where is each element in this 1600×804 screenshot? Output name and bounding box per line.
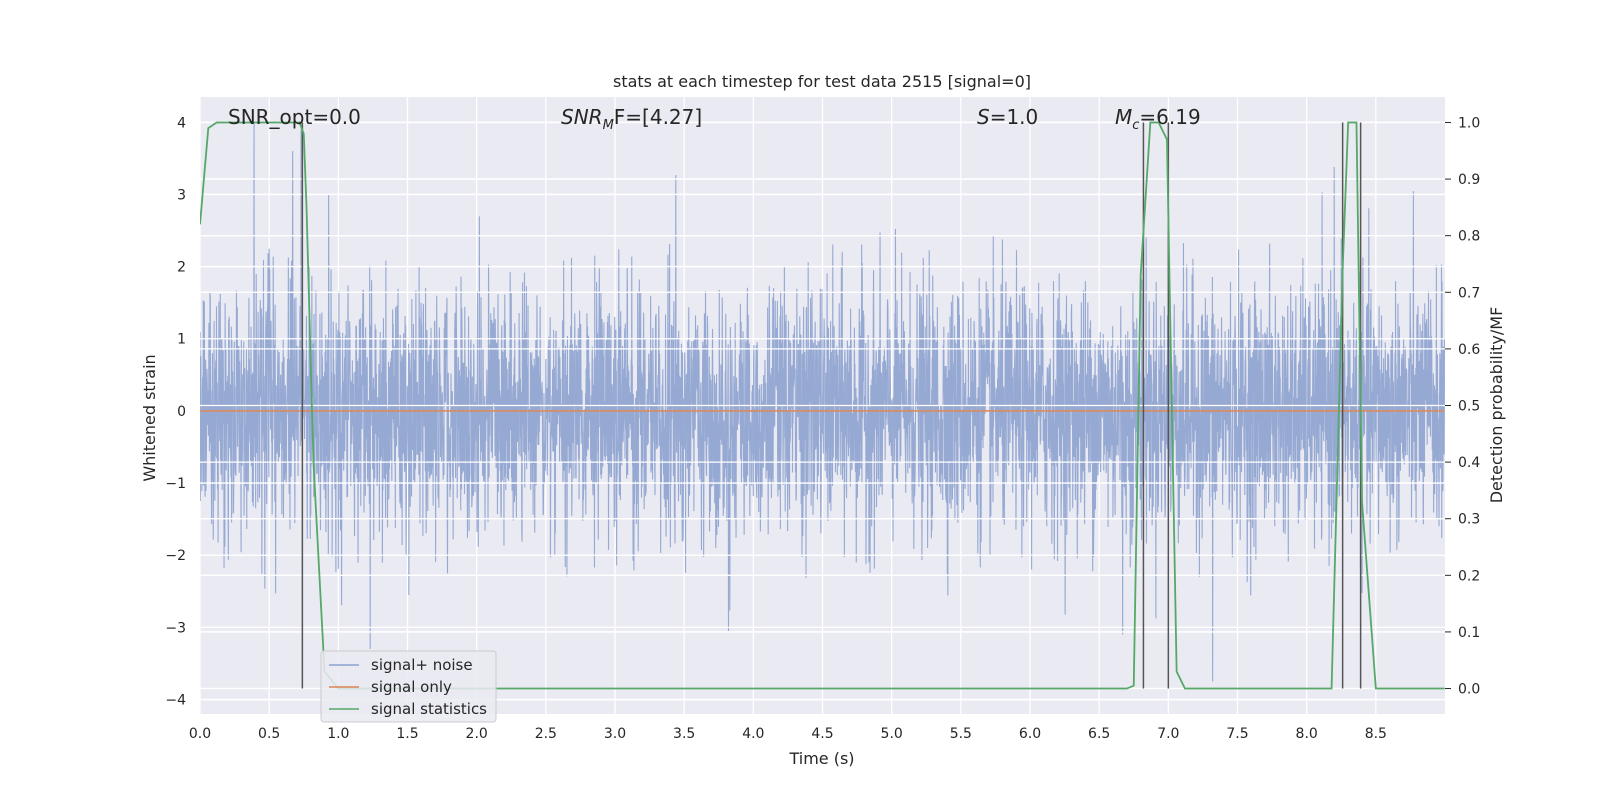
y-tick-label: 2	[177, 260, 186, 276]
y-tick-right-label: 0.0	[1458, 682, 1480, 698]
y-ticks: −4 −3 −2 −1 0 1 2 3 4	[165, 115, 186, 708]
y-tick-right-label: 0.4	[1458, 455, 1480, 471]
y-tick-right-label: 0.6	[1458, 342, 1480, 358]
x-tick-label: 8.5	[1365, 726, 1387, 742]
x-axis-label: Time (s)	[788, 749, 854, 768]
x-tick-label: 5.5	[950, 726, 972, 742]
y-tick-right-label: 0.3	[1458, 512, 1480, 528]
y-tick-right-label: 0.1	[1458, 625, 1480, 641]
legend-label-signal-noise: signal+ noise	[371, 656, 473, 674]
chart-title: stats at each timestep for test data 251…	[613, 72, 1031, 91]
y-tick-label: 3	[177, 187, 186, 203]
x-tick-label: 6.0	[1019, 726, 1041, 742]
x-ticks: 0.0 0.5 1.0 1.5 2.0 2.5 3.0 3.5 4.0 4.5 5.0 5.5 6.0 6…	[189, 726, 1387, 742]
series-signal-noise	[200, 123, 1445, 682]
y-tick-label: 0	[177, 404, 186, 420]
x-tick-label: 0.5	[258, 726, 280, 742]
annotation-snr-mf: SNRMF=[4.27]	[561, 105, 702, 133]
annotation-snr-opt: SNR_opt=0.0	[228, 105, 361, 129]
y-tick-right-label: 0.2	[1458, 568, 1480, 584]
y-tick-label: −3	[165, 620, 186, 636]
legend-label-signal-only: signal only	[371, 678, 452, 696]
y-tick-label: −2	[165, 548, 186, 564]
x-tick-label: 7.0	[1157, 726, 1179, 742]
y-ticks-right: 0.0 0.1 0.2 0.3 0.4 0.5 0.6 0.7 0.8 0.9 1.0	[1445, 115, 1480, 698]
x-tick-label: 2.5	[535, 726, 557, 742]
signal-noise-line	[200, 123, 1445, 682]
grid-y-right-overlay	[200, 121, 1445, 690]
x-tick-label: 0.0	[189, 726, 211, 742]
y-axis-right-label: Detection probability/MF	[1487, 307, 1506, 504]
annotation-s: S=1.0	[977, 105, 1038, 129]
x-tick-label: 4.5	[811, 726, 833, 742]
x-tick-label: 8.0	[1296, 726, 1318, 742]
y-tick-right-label: 0.8	[1458, 229, 1480, 245]
y-tick-right-label: 0.9	[1458, 172, 1480, 188]
y-tick-right-label: 0.7	[1458, 285, 1480, 301]
x-tick-label: 3.5	[673, 726, 695, 742]
x-tick-label: 1.0	[327, 726, 349, 742]
y-tick-right-label: 1.0	[1458, 115, 1480, 131]
x-tick-label: 5.0	[881, 726, 903, 742]
legend-box	[320, 650, 497, 723]
x-tick-label: 4.0	[742, 726, 764, 742]
x-tick-label: 1.5	[396, 726, 418, 742]
y-tick-label: 1	[177, 332, 186, 348]
annotation-mc: Mc=6.19	[1115, 105, 1201, 133]
vlines	[301, 122, 1362, 689]
y-axis-label: Whitened strain	[140, 354, 159, 481]
series-signal-statistics	[200, 121, 1445, 690]
legend-label-signal-statistics: signal statistics	[371, 700, 487, 718]
legend: signal+ noise signal only signal statist…	[320, 650, 497, 723]
signal-statistics-line	[200, 121, 1445, 690]
y-tick-label: 4	[177, 115, 186, 131]
y-tick-label: −1	[165, 476, 186, 492]
x-tick-label: 6.5	[1088, 726, 1110, 742]
y-tick-right-label: 0.5	[1458, 399, 1480, 415]
x-tick-label: 2.0	[466, 726, 488, 742]
x-tick-label: 7.5	[1226, 726, 1248, 742]
y-tick-label: −4	[165, 693, 186, 709]
x-tick-label: 3.0	[604, 726, 626, 742]
